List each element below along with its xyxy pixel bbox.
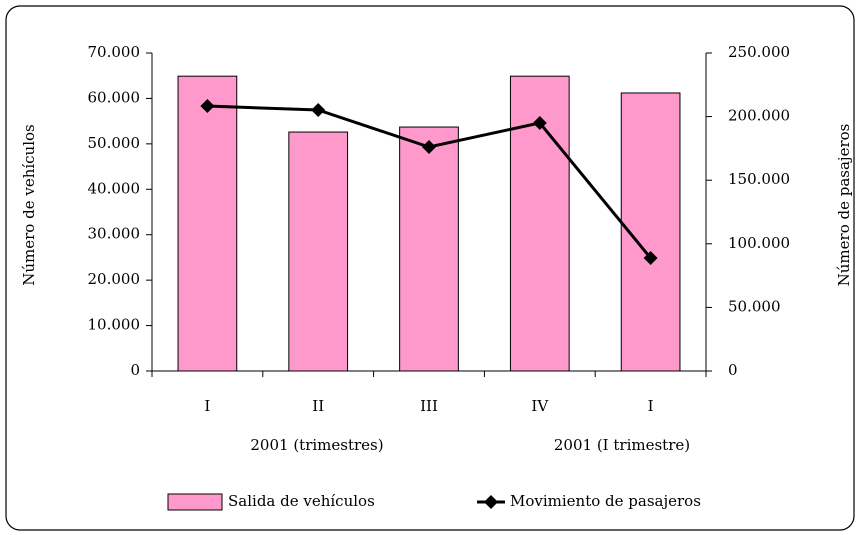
bar xyxy=(177,75,238,372)
y-tick-label: 0 xyxy=(130,361,140,379)
marker xyxy=(643,251,658,266)
y2-axis-title: Número de pasajeros xyxy=(835,124,853,287)
y-tick-label: 30.000 xyxy=(88,225,141,243)
x-tick-label: I xyxy=(648,397,654,415)
y-tick-label: 70.000 xyxy=(88,43,141,61)
y-tick-label: 40.000 xyxy=(88,179,141,197)
marker xyxy=(200,99,215,114)
y2-tick-label: 50.000 xyxy=(728,297,781,315)
marker xyxy=(311,102,326,117)
y2-tick-label: 100.000 xyxy=(728,234,790,252)
y2-tick-label: 0 xyxy=(728,361,738,379)
legend-label: Salida de vehículos xyxy=(228,492,375,510)
y2-tick-label: 200.000 xyxy=(728,107,790,125)
legend-swatch xyxy=(167,493,223,511)
bar xyxy=(288,131,349,372)
group-label: 2001 (trimestres) xyxy=(250,436,383,454)
bar xyxy=(399,126,459,372)
y-tick-label: 50.000 xyxy=(88,134,141,152)
y2-tick-label: 250.000 xyxy=(728,43,790,61)
legend-label: Movimiento de pasajeros xyxy=(510,492,701,510)
x-tick-label: II xyxy=(312,397,324,415)
y2-tick-label: 150.000 xyxy=(728,170,790,188)
x-tick-label: III xyxy=(420,397,438,415)
x-tick-label: IV xyxy=(531,397,549,415)
marker xyxy=(422,140,436,155)
x-tick-label: I xyxy=(204,397,210,415)
y-tick-label: 20.000 xyxy=(88,270,141,288)
legend-marker xyxy=(484,495,498,509)
group-label: 2001 (I trimestre) xyxy=(554,436,690,454)
y-tick-label: 10.000 xyxy=(88,316,141,334)
y-axis-title: Número de vehículos xyxy=(20,124,38,286)
marker xyxy=(532,115,547,130)
y-tick-label: 60.000 xyxy=(88,88,141,106)
